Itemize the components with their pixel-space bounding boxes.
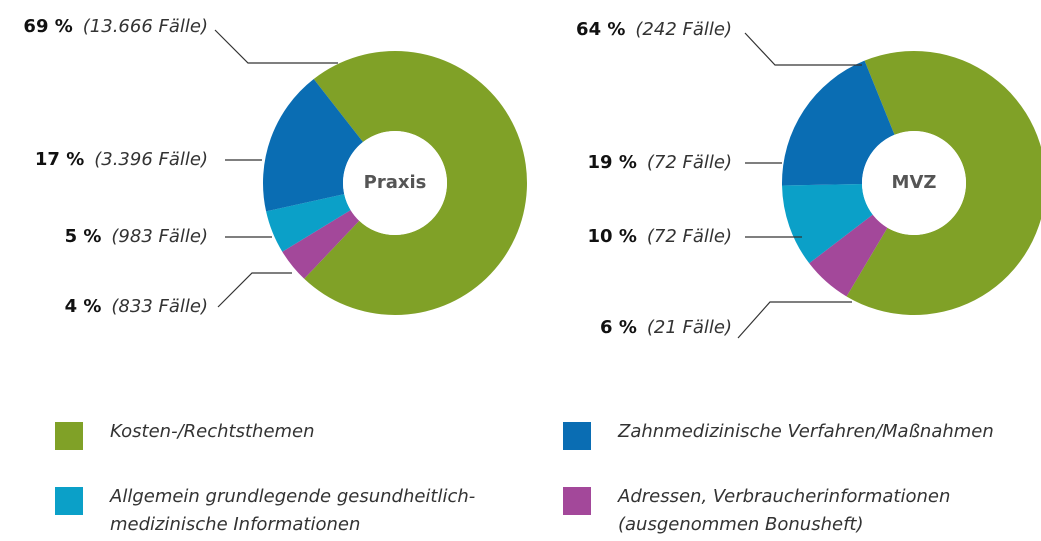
- data-label: 19 % (72 Fälle): [588, 152, 733, 173]
- data-label: 5 % (983 Fälle): [65, 226, 208, 247]
- value-label: 4 %: [65, 296, 102, 317]
- donut-hole: [343, 131, 447, 235]
- case-count: (833 Fälle): [111, 296, 208, 317]
- donut-segment: [263, 78, 363, 212]
- legend-swatch: [563, 422, 591, 450]
- data-label: 17 % (3.396 Fälle): [35, 149, 208, 170]
- legend-swatch: [55, 422, 83, 450]
- donut-segment: [282, 210, 360, 279]
- legend-swatch: [563, 487, 591, 515]
- donut-segment: [266, 194, 351, 252]
- case-count: (72 Fälle): [647, 152, 732, 173]
- value-label: 6 %: [600, 317, 637, 338]
- donut-segment: [846, 51, 1041, 315]
- legend-label: Kosten-/Rechtsthemen: [110, 421, 315, 442]
- data-label: 4 % (833 Fälle): [65, 296, 208, 317]
- case-count: (983 Fälle): [111, 226, 208, 247]
- value-label: 64 %: [576, 19, 625, 40]
- value-label: 17 %: [35, 149, 84, 170]
- donut-segment: [782, 60, 895, 186]
- data-label: 10 % (72 Fälle): [588, 226, 733, 247]
- donut-hole: [862, 131, 966, 235]
- donut-segment: [304, 51, 527, 316]
- legend-swatch: [55, 487, 83, 515]
- legend-label: Allgemein grundlegende gesundheitlich-me…: [110, 486, 476, 535]
- case-count: (72 Fälle): [647, 226, 732, 247]
- donut-segment: [782, 183, 873, 264]
- data-label: 64 % (242 Fälle): [576, 19, 732, 40]
- case-count: (3.396 Fälle): [94, 149, 208, 170]
- value-label: 5 %: [65, 226, 102, 247]
- center-label: Praxis: [364, 172, 427, 193]
- center-label: MVZ: [892, 172, 937, 193]
- value-label: 19 %: [588, 152, 637, 173]
- value-label: 69 %: [23, 16, 72, 37]
- legend-label: Zahnmedizinische Verfahren/Maßnahmen: [618, 421, 994, 442]
- data-label: 6 % (21 Fälle): [600, 317, 732, 338]
- value-label: 10 %: [588, 226, 637, 247]
- leader-line: [217, 272, 292, 308]
- legend-label: Adressen, Verbraucherinformationen (ausg…: [618, 486, 951, 535]
- data-label: 69 % (13.666 Fälle): [23, 16, 208, 37]
- leader-line: [214, 29, 338, 64]
- case-count: (242 Fälle): [635, 19, 732, 40]
- chart: Praxis 69 % (13.666 Fälle) 17 % (3.396 Fälle…: [23, 16, 1041, 339]
- donut-segment: [809, 214, 888, 297]
- case-count: (21 Fälle): [647, 317, 732, 338]
- leader-line: [744, 32, 862, 66]
- case-count: (13.666 Fälle): [83, 16, 208, 37]
- leader-line: [737, 301, 852, 339]
